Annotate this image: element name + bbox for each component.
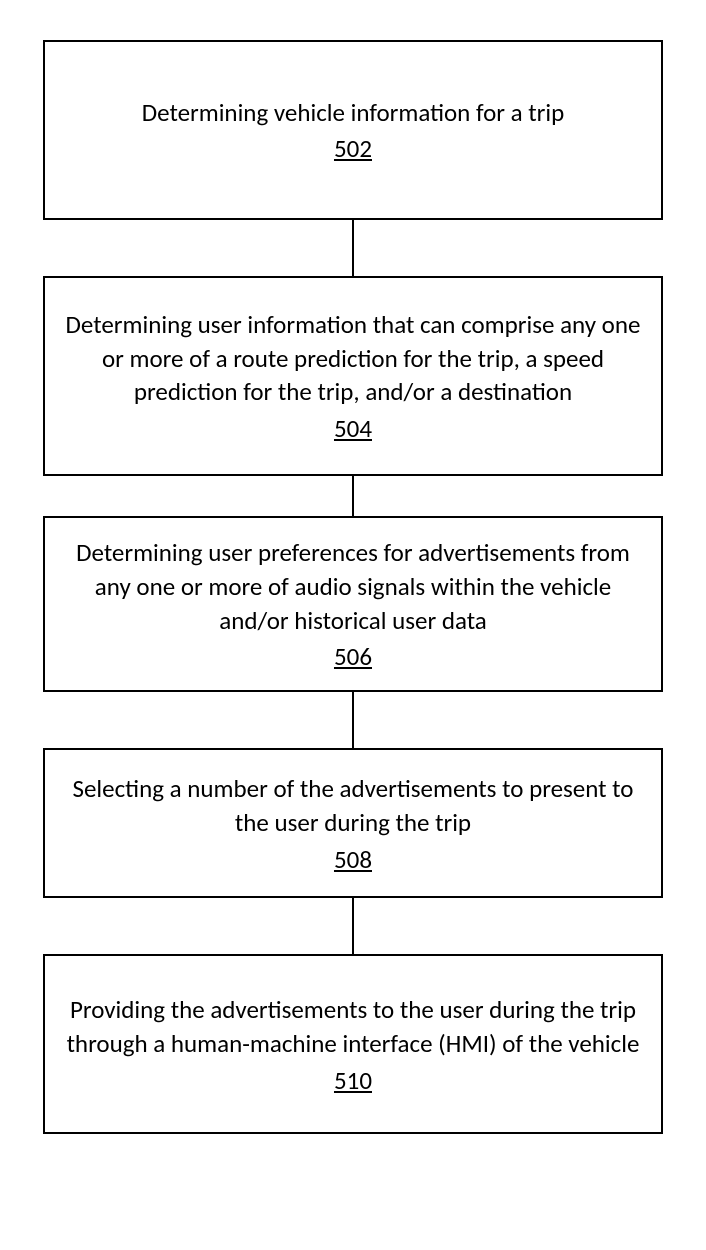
flow-connector [352,220,354,276]
flow-node-text: Selecting a number of the advertisements… [65,772,641,840]
flow-node-ref: 506 [334,641,372,672]
flow-node-510: Providing the advertisements to the user… [43,954,663,1134]
flow-node-ref: 502 [334,133,372,164]
flow-node-508: Selecting a number of the advertisements… [43,748,663,898]
flow-node-504: Determining user information that can co… [43,276,663,476]
flow-node-text: Determining user information that can co… [65,308,641,409]
flow-node-text: Determining user preferences for adverti… [65,536,641,637]
flow-connector [352,898,354,954]
flowchart-canvas: Determining vehicle information for a tr… [0,0,706,1250]
flow-node-text: Determining vehicle information for a tr… [142,96,564,130]
flow-node-ref: 504 [334,413,372,444]
flowchart: Determining vehicle information for a tr… [40,40,666,1134]
flow-node-506: Determining user preferences for adverti… [43,516,663,692]
flow-connector [352,692,354,748]
flow-node-ref: 508 [334,844,372,875]
flow-node-ref: 510 [334,1065,372,1096]
flow-node-502: Determining vehicle information for a tr… [43,40,663,220]
flow-node-text: Providing the advertisements to the user… [65,993,641,1061]
flow-connector [352,476,354,516]
